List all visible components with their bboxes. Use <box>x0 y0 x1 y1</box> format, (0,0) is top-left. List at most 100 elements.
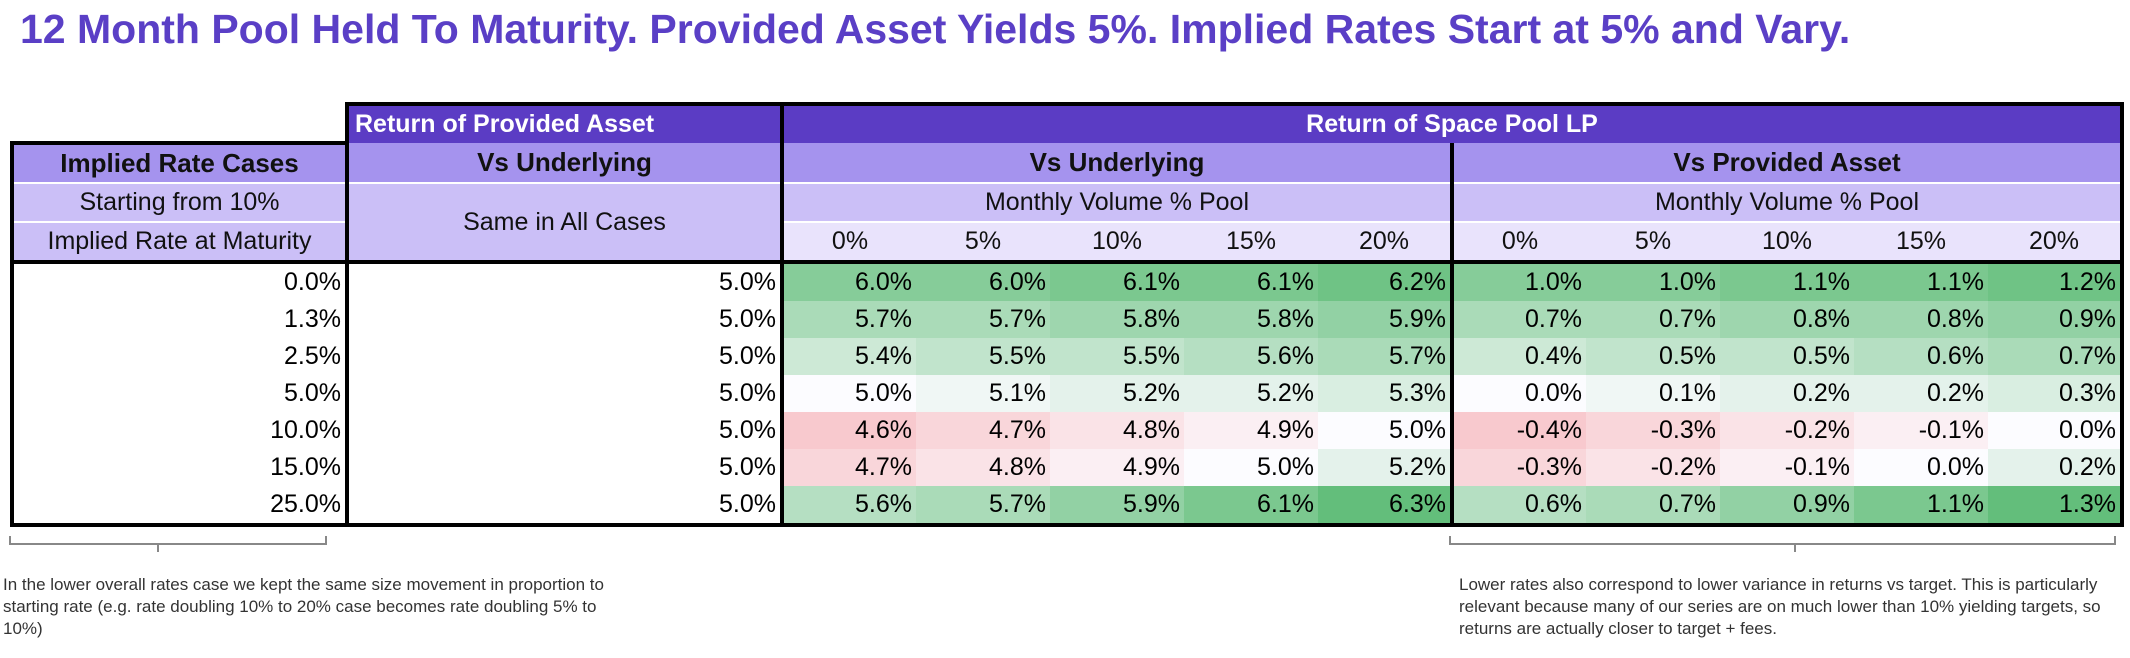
vs-provided-cell: -0.2% <box>1720 412 1854 449</box>
provided-return-cell: 5.0% <box>345 301 782 338</box>
vs-underlying-cell: 5.9% <box>1050 486 1184 527</box>
right-note-bracket <box>1449 536 2116 552</box>
vs-provided-cell: -0.2% <box>1586 449 1720 486</box>
volume-col-header: 5% <box>1586 222 1720 262</box>
header-vs-underlying: Vs Underlying <box>780 143 1452 184</box>
vs-underlying-cell: 5.2% <box>1050 375 1184 412</box>
vs-underlying-cell: 6.2% <box>1318 260 1452 301</box>
table-row: 25.0% 5.0% 5.6% 5.7% 5.9% 6.1% 6.3% 0.6% 0.7% 0.9… <box>10 486 2124 527</box>
vs-provided-cell: 0.4% <box>1450 338 1586 375</box>
vs-underlying-cell: 5.3% <box>1318 375 1452 412</box>
vs-underlying-cell: 6.0% <box>780 260 916 301</box>
vs-provided-cell: 1.1% <box>1720 260 1854 301</box>
vs-underlying-cell: 5.1% <box>916 375 1050 412</box>
vs-provided-cell: 1.1% <box>1854 260 1988 301</box>
vs-underlying-cell: 5.2% <box>1184 375 1318 412</box>
vs-provided-cell: 0.5% <box>1586 338 1720 375</box>
header-implied-rate-cases: Implied Rate Cases <box>10 141 347 184</box>
vs-provided-cell: 1.0% <box>1586 260 1720 301</box>
left-note: In the lower overall rates case we kept … <box>3 575 604 638</box>
volume-col-header: 10% <box>1050 222 1184 262</box>
implied-rate-cell: 2.5% <box>10 338 347 375</box>
vs-underlying-cell: 5.7% <box>916 486 1050 527</box>
header-starting-from: Starting from 10% <box>10 183 347 223</box>
implied-rate-cell: 5.0% <box>10 375 347 412</box>
table-row: 2.5% 5.0% 5.4% 5.5% 5.5% 5.6% 5.7% 0.4% 0.5% 0.5%… <box>10 338 2124 375</box>
vs-provided-cell: 1.2% <box>1988 260 2124 301</box>
volume-col-header: 15% <box>1184 222 1318 262</box>
vs-underlying-cell: 4.7% <box>916 412 1050 449</box>
table-row: 0.0% 5.0% 6.0% 6.0% 6.1% 6.1% 6.2% 1.0% 1.0% 1.1%… <box>10 260 2124 301</box>
provided-return-cell: 5.0% <box>345 375 782 412</box>
vs-underlying-cell: 5.0% <box>1184 449 1318 486</box>
vs-provided-cell: 0.7% <box>1988 338 2124 375</box>
vs-provided-cell: 0.0% <box>1450 375 1586 412</box>
vs-underlying-cell: 4.7% <box>780 449 916 486</box>
vs-underlying-cell: 5.7% <box>916 301 1050 338</box>
vs-provided-cell: 1.0% <box>1450 260 1586 301</box>
vs-provided-cell: 1.3% <box>1988 486 2124 527</box>
vs-provided-cell: 0.2% <box>1854 375 1988 412</box>
volume-col-header: 10% <box>1720 222 1854 262</box>
header-return-provided-asset: Return of Provided Asset <box>345 102 782 143</box>
volume-col-header: 15% <box>1854 222 1988 262</box>
vs-provided-cell: 0.5% <box>1720 338 1854 375</box>
vs-provided-cell: -0.1% <box>1854 412 1988 449</box>
page-title: 12 Month Pool Held To Maturity. Provided… <box>20 6 1851 52</box>
header-return-space-pool: Return of Space Pool LP <box>780 102 2124 143</box>
vs-provided-cell: 0.3% <box>1988 375 2124 412</box>
header-monthly-volume-underlying: Monthly Volume % Pool <box>780 183 1452 223</box>
vs-provided-cell: 0.8% <box>1720 301 1854 338</box>
volume-col-header: 0% <box>780 222 916 262</box>
volume-col-header: 5% <box>916 222 1050 262</box>
vs-underlying-cell: 5.5% <box>1050 338 1184 375</box>
vs-underlying-cell: 4.9% <box>1184 412 1318 449</box>
vs-provided-cell: 0.6% <box>1450 486 1586 527</box>
vs-provided-cell: -0.3% <box>1450 449 1586 486</box>
vs-underlying-cell: 4.8% <box>1050 412 1184 449</box>
header-same-in-all-cases: Same in All Cases <box>345 183 782 262</box>
vs-underlying-cell: 5.0% <box>1318 412 1452 449</box>
implied-rate-cell: 25.0% <box>10 486 347 527</box>
header-vs-underlying-left: Vs Underlying <box>345 143 782 184</box>
vs-provided-cell: -0.3% <box>1586 412 1720 449</box>
vs-underlying-cell: 5.0% <box>780 375 916 412</box>
vs-underlying-cell: 6.3% <box>1318 486 1452 527</box>
vs-provided-cell: 0.9% <box>1988 301 2124 338</box>
vs-underlying-cell: 5.7% <box>780 301 916 338</box>
vs-underlying-cell: 6.1% <box>1184 260 1318 301</box>
provided-return-cell: 5.0% <box>345 412 782 449</box>
vs-underlying-cell: 5.9% <box>1318 301 1452 338</box>
implied-rate-cell: 10.0% <box>10 412 347 449</box>
provided-return-cell: 5.0% <box>345 449 782 486</box>
right-note: Lower rates also correspond to lower var… <box>1459 575 2101 638</box>
left-note-bracket <box>9 536 327 552</box>
vs-provided-cell: -0.4% <box>1450 412 1586 449</box>
vs-provided-cell: 0.0% <box>1854 449 1988 486</box>
vs-provided-cell: -0.1% <box>1720 449 1854 486</box>
provided-return-cell: 5.0% <box>345 486 782 527</box>
vs-provided-cell: 0.7% <box>1586 486 1720 527</box>
vs-underlying-cell: 4.6% <box>780 412 916 449</box>
vs-underlying-cell: 5.8% <box>1050 301 1184 338</box>
implied-rate-cell: 0.0% <box>10 260 347 301</box>
vs-provided-cell: 0.8% <box>1854 301 1988 338</box>
vs-provided-cell: 0.9% <box>1720 486 1854 527</box>
vs-underlying-cell: 5.6% <box>780 486 916 527</box>
volume-col-header: 0% <box>1450 222 1586 262</box>
vs-provided-cell: 0.7% <box>1586 301 1720 338</box>
vs-underlying-cell: 5.2% <box>1318 449 1452 486</box>
table-row: 5.0% 5.0% 5.0% 5.1% 5.2% 5.2% 5.3% 0.0% 0.1% 0.2%… <box>10 375 2124 412</box>
header-monthly-volume-provided: Monthly Volume % Pool <box>1450 183 2124 223</box>
returns-table: Return of Provided Asset Return of Space… <box>10 102 2124 527</box>
provided-return-cell: 5.0% <box>345 260 782 301</box>
vs-underlying-cell: 5.4% <box>780 338 916 375</box>
table-row: 10.0% 5.0% 4.6% 4.7% 4.8% 4.9% 5.0% -0.4% -0.3% -… <box>10 412 2124 449</box>
vs-provided-cell: 0.0% <box>1988 412 2124 449</box>
vs-provided-cell: 0.7% <box>1450 301 1586 338</box>
vs-underlying-cell: 5.6% <box>1184 338 1318 375</box>
vs-underlying-cell: 6.1% <box>1184 486 1318 527</box>
vs-underlying-cell: 5.5% <box>916 338 1050 375</box>
vs-provided-cell: 0.1% <box>1586 375 1720 412</box>
vs-provided-cell: 1.1% <box>1854 486 1988 527</box>
